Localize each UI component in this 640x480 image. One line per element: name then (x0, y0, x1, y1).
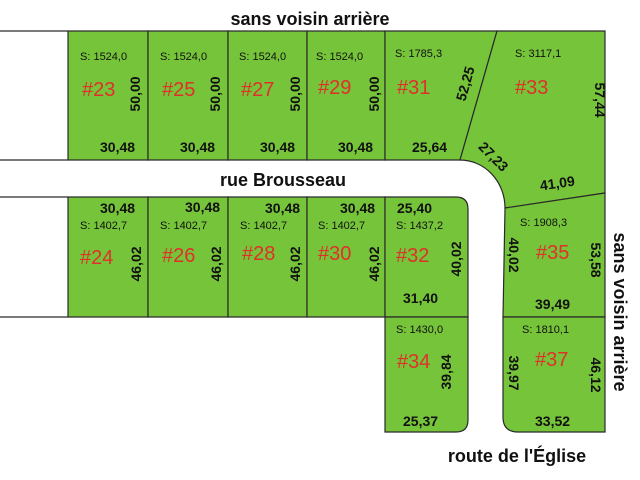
lot-number-label: #32 (396, 245, 429, 267)
lot-area-label: S: 1810,1 (522, 324, 569, 336)
lot-dimension-label: 50,00 (127, 76, 143, 111)
lot-number-label: #34 (397, 351, 430, 373)
lot-number-label: #26 (162, 245, 195, 267)
lot-23[interactable]: S: 1524,0 #23 50,00 30,48 (67, 30, 149, 161)
lot-number-label: #35 (536, 242, 569, 264)
lot-area-label: S: 1785,3 (395, 48, 442, 60)
lot-dimension-label: 50,00 (366, 76, 382, 111)
lot-dimension-label: 46,02 (208, 246, 224, 281)
lot-area-label: S: 1437,2 (396, 220, 443, 232)
lot-25[interactable]: S: 1524,0 #25 50,00 30,48 (147, 30, 229, 161)
lot-26[interactable]: S: 1402,7 #26 30,48 46,02 (147, 196, 229, 318)
lot-area-label: S: 1430,0 (396, 324, 443, 336)
lot-dimension-label: 25,40 (397, 200, 432, 216)
lot-parcel-shape[interactable] (384, 196, 469, 318)
street-label-route-eglise: route de l'Église (448, 445, 586, 466)
lot-area-label: S: 1402,7 (80, 220, 127, 232)
lot-dimension-label: 33,52 (535, 413, 570, 429)
lot-dimension-label: 30,48 (338, 139, 373, 155)
top-neighbor-label: sans voisin arrière (230, 9, 389, 29)
lot-32[interactable]: S: 1437,2 #32 25,40 40,02 31,40 (384, 196, 469, 318)
lot-dimension-label: 46,02 (287, 246, 303, 281)
lot-dimension-label: 39,97 (506, 355, 522, 390)
lot-dimension-label: 25,64 (412, 139, 447, 155)
lot-dimension-label: 50,00 (207, 76, 223, 111)
lot-area-label: S: 1524,0 (239, 51, 286, 63)
lot-number-label: #27 (241, 79, 274, 101)
lot-30[interactable]: S: 1402,7 #30 30,48 46,02 (306, 196, 386, 318)
lot-28[interactable]: S: 1402,7 #28 30,48 46,02 (227, 196, 308, 318)
lot-parcel-shape[interactable] (502, 316, 606, 433)
lot-dimension-label: 30,48 (100, 200, 135, 216)
lot-number-label: #37 (535, 349, 568, 371)
lot-area-label: S: 1402,7 (318, 220, 365, 232)
lot-34[interactable]: S: 1430,0 #34 39,84 25,37 (384, 316, 469, 433)
lot-dimension-label: 30,48 (185, 199, 220, 215)
lot-27[interactable]: S: 1524,0 #27 50,00 30,48 (227, 30, 308, 161)
lot-number-label: #33 (515, 77, 548, 99)
lot-dimension-label: 25,37 (403, 413, 438, 429)
lot-area-label: S: 1524,0 (316, 51, 363, 63)
lot-dimension-label: 31,40 (403, 290, 438, 306)
lot-dimension-label: 30,48 (180, 139, 215, 155)
lot-29[interactable]: S: 1524,0 #29 50,00 30,48 (306, 30, 386, 161)
lot-dimension-label: 39,84 (438, 354, 454, 389)
lot-number-label: #30 (318, 243, 351, 265)
lot-area-label: S: 3117,1 (515, 48, 561, 60)
lot-area-label: S: 1524,0 (80, 51, 127, 63)
lot-area-label: S: 1524,0 (160, 51, 207, 63)
lot-number-label: #24 (80, 247, 113, 269)
lot-dimension-label: 57,44 (592, 82, 608, 117)
lot-number-label: #25 (162, 79, 195, 101)
lot-area-label: S: 1402,7 (240, 220, 287, 232)
lot-number-label: #23 (82, 79, 115, 101)
lot-dimension-label: 30,48 (265, 200, 300, 216)
lot-dimension-label: 30,48 (100, 139, 135, 155)
lot-number-label: #29 (318, 77, 351, 99)
lot-dimension-label: 46,02 (366, 246, 382, 281)
lot-number-label: #31 (397, 77, 430, 99)
lot-dimension-label: 53,58 (588, 242, 604, 277)
lot-dimension-label: 46,02 (128, 246, 144, 281)
lot-parcel-shape[interactable] (384, 316, 469, 433)
lot-dimension-label: 50,00 (287, 76, 303, 111)
lot-dimension-label: 30,48 (340, 200, 375, 216)
lot-24[interactable]: S: 1402,7 #24 30,48 46,02 (67, 196, 149, 318)
lot-dimension-label: 30,48 (260, 139, 295, 155)
lot-37[interactable]: S: 1810,1 #37 39,97 46,12 33,52 (502, 316, 606, 433)
right-neighbor-label: sans voisin arrière (610, 232, 630, 391)
property-lines (0, 30, 68, 318)
lot-dimension-label: 40,02 (506, 237, 522, 272)
lot-dimension-label: 41,09 (539, 173, 576, 194)
street-label-rue-brousseau: rue Brousseau (220, 170, 346, 190)
lot-area-label: S: 1402,7 (160, 220, 207, 232)
lot-number-label: #28 (242, 243, 275, 265)
lot-dimension-label: 40,02 (448, 241, 464, 276)
lot-area-label: S: 1908,3 (520, 217, 567, 229)
lot-dimension-label: 46,12 (588, 357, 604, 392)
lot-35[interactable]: S: 1908,3 #35 40,02 53,58 39,49 (502, 192, 606, 318)
lot-dimension-label: 39,49 (535, 296, 570, 312)
